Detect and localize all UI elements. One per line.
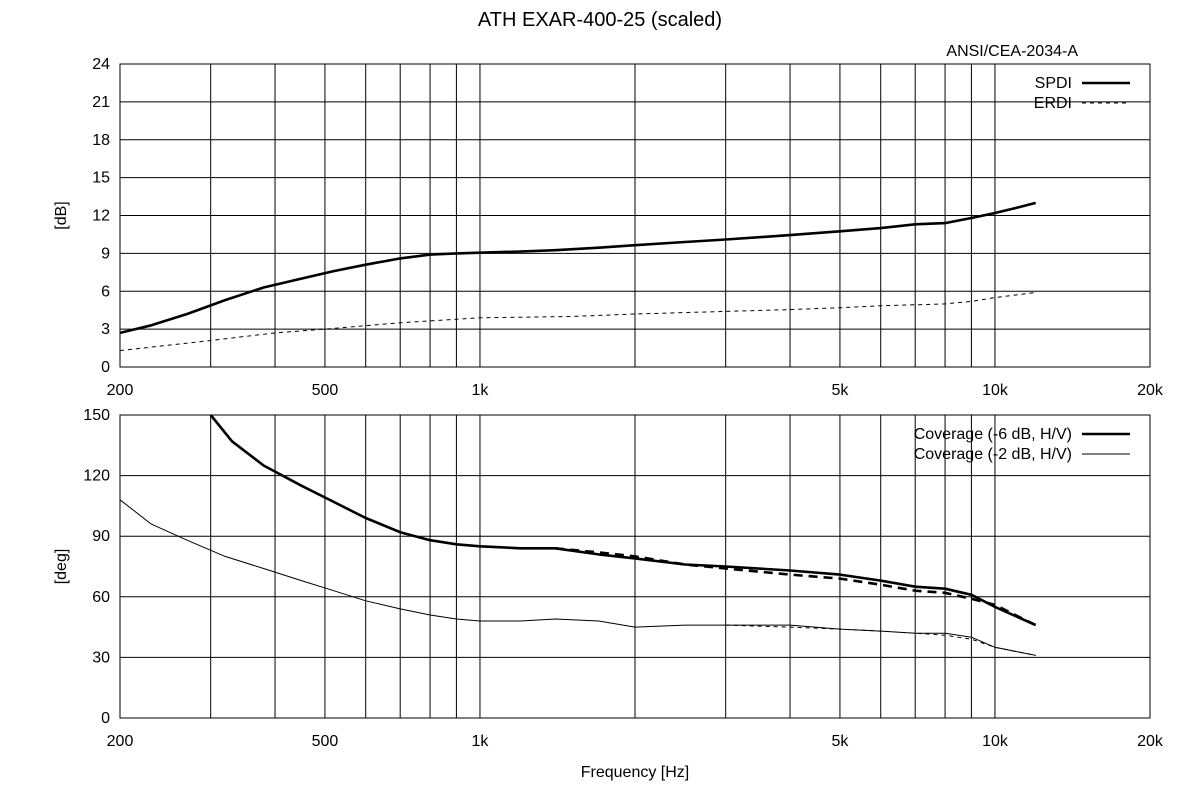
x-tick-label: 5k <box>831 382 849 399</box>
x-tick-label: 500 <box>312 382 339 399</box>
y-tick-label: 90 <box>92 528 110 545</box>
y-tick-label: 18 <box>92 132 110 149</box>
legend-entry-label: Coverage (-6 dB, H/V) <box>914 426 1072 443</box>
x-tick-label: 200 <box>107 733 134 750</box>
x-tick-label: 5k <box>831 733 849 750</box>
y-tick-label: 12 <box>92 208 110 225</box>
chart-panel-top: 0 3 6 9 12 15 18 21 24 200 500 1k 5k 10k 20k [dB] ATH EX… <box>53 9 1164 399</box>
y-axis-label: [deg] <box>53 549 70 585</box>
legend-entry-label: SPDI <box>1035 75 1072 92</box>
y-tick-label: 30 <box>92 649 110 666</box>
series-line-erdi <box>119 292 1036 352</box>
series-line-coverage-2-db-h-v- <box>119 499 1036 656</box>
chart-panel-bottom: 0 30 60 90 120 150 200 500 1k 5k 10k 20k [deg] Freque… <box>53 407 1164 781</box>
series-line-coverage-6-db-h-v-vertical <box>555 547 1037 627</box>
standard-annotation: ANSI/CEA-2034-A <box>946 43 1078 60</box>
x-tick-label: 10k <box>982 733 1009 750</box>
y-tick-label: 21 <box>92 94 110 111</box>
x-tick-label: 20k <box>1137 382 1164 399</box>
x-tick-label: 10k <box>982 382 1009 399</box>
y-tick-label: 15 <box>92 170 110 187</box>
legend-entry-label: Coverage (-2 dB, H/V) <box>914 446 1072 463</box>
y-tick-label: 3 <box>101 321 110 338</box>
y-tick-label: 9 <box>101 245 110 262</box>
plot-frame <box>119 63 1151 368</box>
x-tick-label: 1k <box>472 382 490 399</box>
x-tick-label: 20k <box>1137 733 1164 750</box>
y-tick-label: 150 <box>83 407 110 424</box>
series-line-coverage-2-db-h-v-vertical <box>725 624 1036 656</box>
y-tick-label: 6 <box>101 283 110 300</box>
y-tick-label: 0 <box>101 710 110 727</box>
x-tick-label: 500 <box>312 733 339 750</box>
series-line-coverage-6-db-h-v- <box>209 414 1037 627</box>
x-axis-label: Frequency [Hz] <box>581 764 689 781</box>
x-tick-label: 1k <box>472 733 490 750</box>
plot-frame <box>119 414 1151 719</box>
y-tick-label: 120 <box>83 468 110 485</box>
y-tick-label: 24 <box>92 56 110 73</box>
chart-title: ATH EXAR-400-25 (scaled) <box>478 9 722 31</box>
y-tick-label: 0 <box>101 359 110 376</box>
y-tick-label: 60 <box>92 589 110 606</box>
series-line-spdi <box>119 201 1037 335</box>
legend-entry-label: ERDI <box>1034 95 1072 112</box>
y-axis-label: [dB] <box>53 201 70 229</box>
x-tick-label: 200 <box>107 382 134 399</box>
